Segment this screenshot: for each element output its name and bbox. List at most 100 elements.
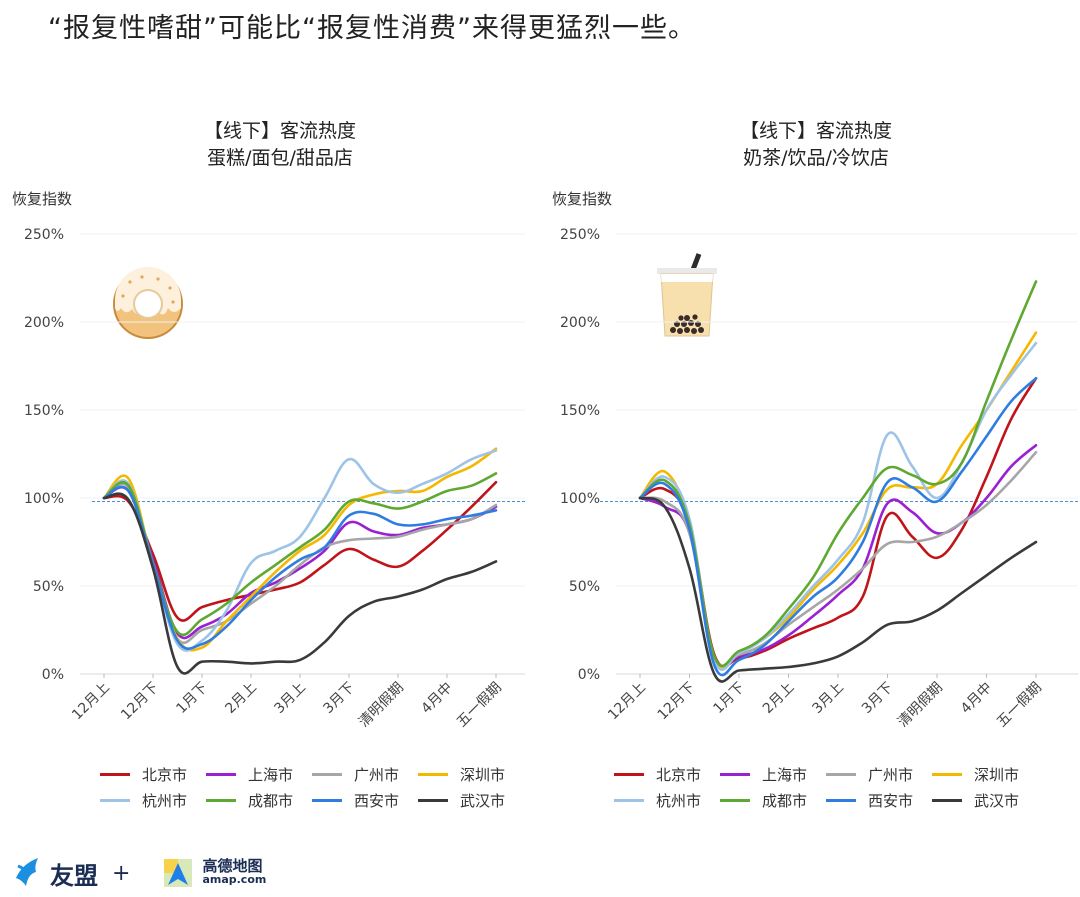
x-tick-label: 3月上 (809, 680, 846, 717)
legend-label: 杭州市 (656, 792, 702, 810)
legend-item: 上海市 (206, 764, 293, 785)
legend-item: 武汉市 (418, 790, 505, 811)
legend-label: 上海市 (762, 766, 808, 784)
legend-label: 西安市 (868, 792, 914, 810)
y-tick-label: 150% (24, 403, 64, 419)
legend-swatch (720, 773, 750, 776)
amap-logo-icon (164, 859, 193, 887)
legend-label: 武汉市 (974, 792, 1020, 810)
umeng-logo-icon (16, 858, 38, 886)
x-tick-label: 12月上 (69, 680, 113, 724)
legend-swatch (206, 799, 236, 802)
series-line-西安市 (102, 485, 498, 650)
legend-swatch (614, 799, 644, 802)
legend-label: 北京市 (656, 766, 702, 784)
series-line-武汉市 (102, 492, 498, 675)
legend-item: 北京市 (100, 764, 187, 785)
legend-label: 广州市 (868, 766, 914, 784)
y-tick-label: 250% (560, 227, 600, 243)
legend-item: 武汉市 (932, 790, 1019, 811)
legend-item: 广州市 (312, 764, 399, 785)
chart-left-ylabel: 恢复指数 (12, 190, 73, 208)
legend-label: 杭州市 (142, 792, 188, 810)
legend-label: 成都市 (248, 792, 294, 810)
legend-swatch (206, 773, 236, 776)
series-line-杭州市 (638, 341, 1038, 671)
chart-left-header: 【线下】客流热度 蛋糕/面包/甜品店 (170, 118, 390, 172)
bubble-tea-icon (657, 253, 717, 337)
y-tick-label: 0% (578, 667, 600, 683)
x-tick-label: 清明假期 (356, 680, 407, 731)
legend-swatch (418, 773, 448, 776)
y-tick-label: 100% (24, 491, 64, 507)
x-tick-label: 12月下 (655, 680, 699, 724)
plus-sign: + (112, 860, 131, 886)
chart-right-subtitle: 奶茶/饮品/冷饮店 (743, 147, 889, 169)
x-tick-label: 2月上 (760, 680, 797, 717)
legend-swatch (720, 799, 750, 802)
series-line-北京市 (638, 377, 1038, 668)
y-tick-label: 50% (569, 579, 600, 595)
donut-icon (113, 267, 183, 339)
y-tick-label: 50% (33, 579, 64, 595)
x-tick-label: 3月下 (859, 680, 896, 717)
legend-item: 成都市 (720, 790, 807, 811)
chart-right-title: 【线下】客流热度 (739, 120, 892, 142)
x-tick-label: 清明假期 (895, 680, 946, 731)
series-line-武汉市 (638, 496, 1038, 683)
y-tick-label: 100% (560, 491, 600, 507)
series-line-北京市 (102, 480, 498, 622)
x-tick-label: 2月上 (222, 680, 259, 717)
y-tick-label: 200% (560, 315, 600, 331)
x-tick-label: 12月上 (605, 680, 649, 724)
y-tick-label: 250% (24, 227, 64, 243)
series-line-西安市 (638, 377, 1038, 677)
legend-swatch (826, 773, 856, 776)
legend-label: 西安市 (354, 792, 400, 810)
x-tick-label: 4月中 (418, 680, 455, 717)
series-line-上海市 (638, 443, 1038, 670)
y-tick-label: 150% (560, 403, 600, 419)
legend-label: 北京市 (142, 766, 188, 784)
x-tick-label: 五一假期 (994, 680, 1045, 731)
legend-label: 广州市 (354, 766, 400, 784)
x-tick-label: 1月下 (173, 680, 210, 717)
legend-swatch (100, 773, 130, 776)
legend-swatch (312, 799, 342, 802)
legend-item: 广州市 (826, 764, 913, 785)
x-tick-label: 1月下 (710, 680, 747, 717)
x-tick-label: 4月中 (958, 680, 995, 717)
legend-label: 深圳市 (974, 766, 1020, 784)
chart-left-subtitle: 蛋糕/面包/甜品店 (207, 147, 353, 169)
chart-right-header: 【线下】客流热度 奶茶/饮品/冷饮店 (706, 118, 926, 172)
chart-right: 0% 50% 100% 150% 200% 250% 12月上 12月下 1月下 2月上 3月上 3月… (560, 227, 1078, 730)
legend-item: 上海市 (720, 764, 807, 785)
legend-swatch (932, 799, 962, 802)
legend-swatch (826, 799, 856, 802)
x-tick-label: 12月下 (118, 680, 162, 724)
legend-item: 西安市 (826, 790, 913, 811)
legend-swatch (614, 773, 644, 776)
legend-swatch (100, 799, 130, 802)
headline: “报复性嗜甜”可能比“报复性消费”来得更猛烈一些。 (48, 13, 696, 44)
amap-brand: 高德地图 amap.com (202, 859, 266, 887)
x-tick-label: 3月下 (320, 680, 357, 717)
legend-label: 上海市 (248, 766, 294, 784)
x-tick-label: 3月上 (271, 680, 308, 717)
chart-left-title: 【线下】客流热度 (203, 120, 356, 142)
legend-item: 深圳市 (418, 764, 505, 785)
legend-swatch (312, 773, 342, 776)
legend-item: 杭州市 (100, 790, 187, 811)
amap-brand-name: 高德地图 (202, 857, 263, 875)
legend-item: 成都市 (206, 790, 293, 811)
umeng-brand: 友盟 (50, 861, 98, 890)
legend-item: 杭州市 (614, 790, 701, 811)
legend-label: 深圳市 (460, 766, 506, 784)
legend-swatch (932, 773, 962, 776)
legend-item: 深圳市 (932, 764, 1019, 785)
y-tick-label: 0% (42, 667, 64, 683)
legend-label: 武汉市 (460, 792, 506, 810)
legend-label: 成都市 (762, 792, 808, 810)
legend-item: 西安市 (312, 790, 399, 811)
